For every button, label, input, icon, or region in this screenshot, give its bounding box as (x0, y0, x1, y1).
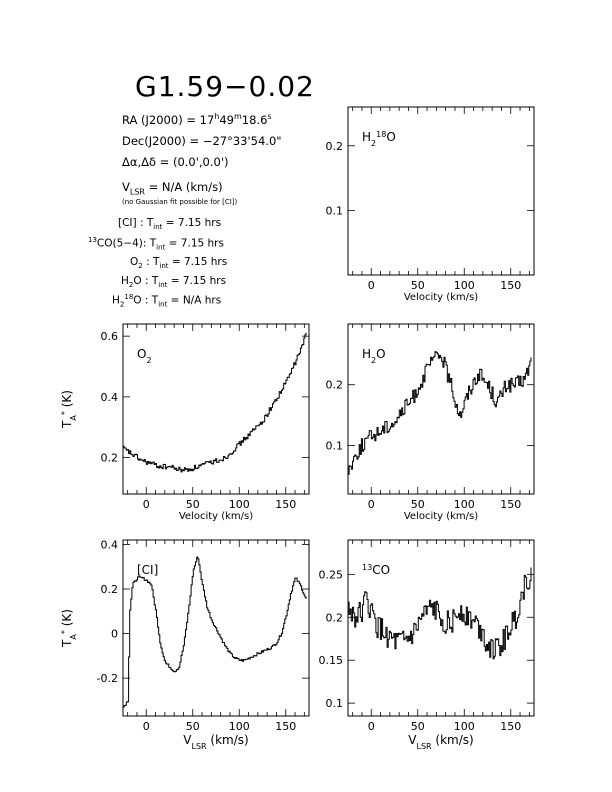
plot-frame (122, 539, 310, 717)
y-tick-label: 0.2 (326, 611, 344, 624)
spectrum-line (123, 556, 307, 708)
ra-s: 18.6 (241, 112, 268, 127)
x-tick-label: 0 (143, 498, 150, 511)
x-tick-label: 100 (454, 720, 475, 733)
vlsr-value: = N/A (km/s) (148, 180, 223, 194)
x-tick-label: 50 (411, 498, 425, 511)
panel-label: H2O (362, 347, 386, 365)
x-tick-label: 100 (229, 720, 250, 733)
y-tick-label: 0.15 (319, 654, 344, 667)
y-axis-label: TA* (K) (60, 609, 78, 648)
x-tick-label: 150 (500, 720, 521, 733)
chart-o2: 0 50 100 150 0.2 0.4 0.6 Velocity (km/s) TA* (K)… (60, 323, 310, 522)
x-tick-label: 100 (454, 498, 475, 511)
y-tick-label: 0 (111, 628, 118, 641)
plot-frame (347, 106, 535, 276)
ra-m: 49 (219, 112, 234, 127)
panel-label: O2 (137, 347, 152, 365)
y-tick-label: 0.25 (319, 568, 344, 581)
x-tick-label: 150 (275, 720, 296, 733)
y-tick-label: 0.1 (326, 697, 344, 710)
y-tick-label: 0.2 (326, 140, 344, 153)
x-axis-label: VLSR (km/s) (408, 733, 473, 751)
x-tick-label: 50 (411, 279, 425, 292)
y-tick-label: 0.1 (326, 439, 344, 452)
panel-label: 13CO (362, 563, 390, 578)
int-ci: [CI] : Tint = 7.15 hrs (118, 217, 222, 232)
plot-frame (122, 323, 310, 495)
fit-note: (no Gaussian fit possible for [CI]) (122, 198, 238, 206)
offset-label: Δα,Δδ = (122, 155, 170, 169)
spectrum-line (348, 567, 532, 660)
dec-value: −27°33'54.0" (202, 134, 282, 148)
ra-h: 17 (199, 112, 215, 127)
ra-label: RA (J2000) = (122, 112, 196, 127)
chart-h218o: 0 50 100 150 0.1 0.2 Velocity (km/s) H218O (326, 106, 535, 303)
x-tick-label: 100 (454, 279, 475, 292)
source-name: G1.59−0.02 (135, 70, 315, 103)
y-tick-label: 0.6 (101, 330, 119, 343)
int-o2: O2 : Tint = 7.15 hrs (130, 256, 228, 271)
x-axis-label: Velocity (km/s) (179, 511, 253, 522)
x-tick-label: 50 (186, 720, 200, 733)
x-tick-label: 150 (500, 498, 521, 511)
dec-label: Dec(J2000) = (122, 134, 200, 148)
y-tick-label: 0.1 (326, 204, 344, 217)
x-tick-label: 50 (186, 498, 200, 511)
offset-line: Δα,Δδ = (0.0',0.0') (122, 155, 229, 169)
x-axis-label: Velocity (km/s) (404, 511, 478, 522)
int-13co: 13CO(5−4): Tint = 7.15 hrs (88, 236, 224, 252)
x-axis-label: VLSR (km/s) (183, 733, 248, 751)
spectrum-line (123, 332, 307, 473)
y-tick-label: 0.2 (326, 379, 344, 392)
chart-ci: 0 50 100 150 -0.2 0 0.2 0.4 VLSR (km/s) TA* (K) [C… (60, 538, 310, 751)
chart-13co: 0 50 100 150 0.1 0.15 0.2 0.25 VLSR (km/s) 13CO (319, 539, 535, 751)
x-tick-label: 0 (368, 498, 375, 511)
x-tick-label: 150 (500, 279, 521, 292)
x-tick-label: 150 (275, 498, 296, 511)
y-tick-label: 0.2 (101, 452, 119, 465)
y-tick-label: 0.4 (101, 538, 119, 551)
plot-frame (347, 323, 535, 495)
int-h2o: H2O : Tint = 7.15 hrs (121, 275, 227, 290)
y-tick-label: -0.2 (97, 672, 118, 685)
vlsr-line: VLSR = N/A (km/s) (122, 180, 223, 197)
y-axis-label: TA* (K) (60, 390, 78, 429)
x-tick-label: 50 (411, 720, 425, 733)
panel-label: [CI] (137, 563, 158, 577)
x-axis-label: Velocity (km/s) (404, 292, 478, 303)
dec-line: Dec(J2000) = −27°33'54.0" (122, 134, 282, 148)
spectrum-line (348, 351, 532, 475)
offset-value: (0.0',0.0') (172, 155, 229, 169)
x-tick-label: 0 (368, 720, 375, 733)
y-tick-label: 0.4 (101, 391, 119, 404)
chart-h2o: 0 50 100 150 0.1 0.2 Velocity (km/s) H2O (326, 323, 535, 522)
x-tick-label: 0 (368, 279, 375, 292)
panel-label: H218O (362, 130, 396, 148)
plot-frame (347, 539, 535, 717)
x-tick-label: 0 (143, 720, 150, 733)
int-h218o: H218O : Tint = N/A hrs (112, 293, 222, 309)
ra-line: RA (J2000) = 17h49m18.6s (122, 112, 272, 127)
y-tick-label: 0.2 (101, 583, 119, 596)
x-tick-label: 100 (229, 498, 250, 511)
